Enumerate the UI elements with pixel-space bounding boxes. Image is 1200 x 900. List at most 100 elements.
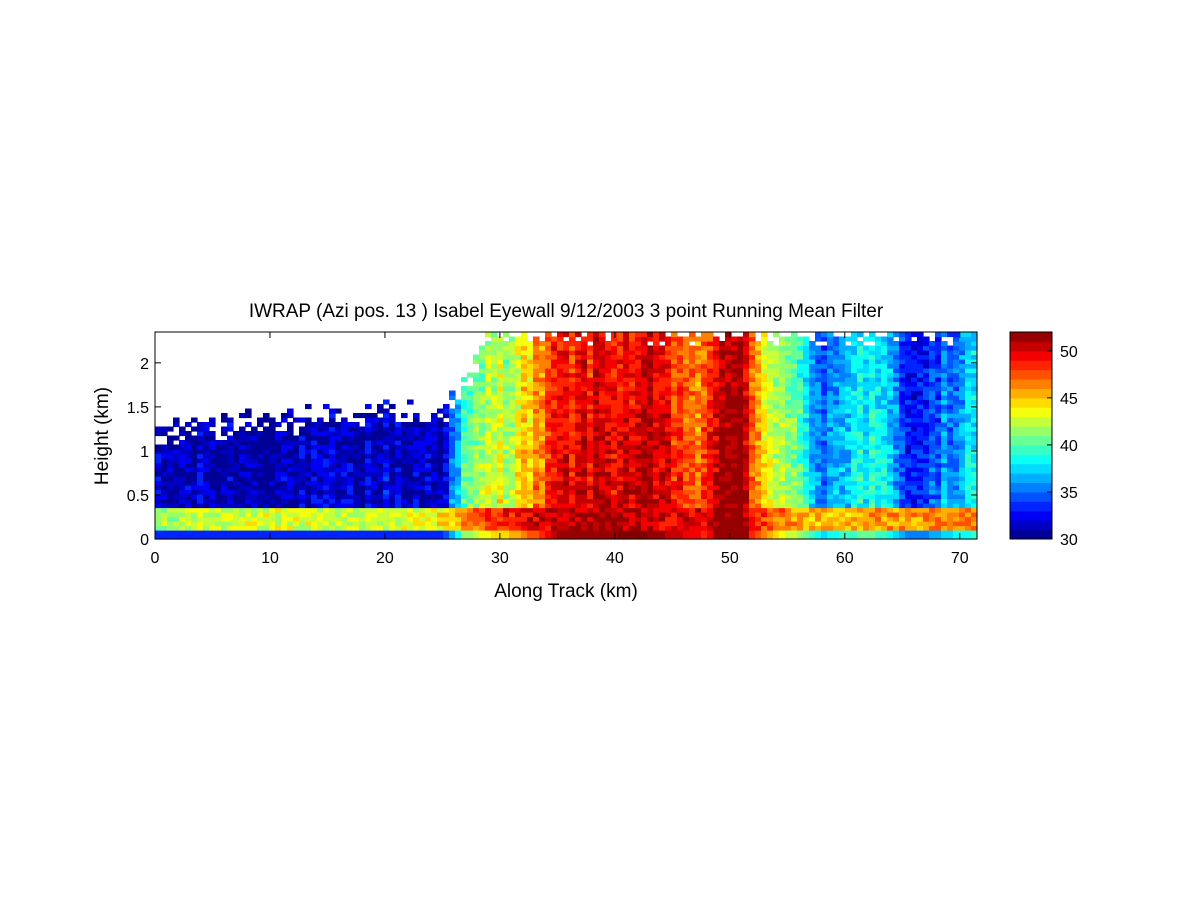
heatmap-cell xyxy=(935,426,942,432)
heatmap-cell xyxy=(647,467,654,473)
heatmap-cell xyxy=(449,485,456,491)
heatmap-cell xyxy=(479,480,486,486)
heatmap-cell xyxy=(815,449,822,455)
heatmap-cell xyxy=(695,422,702,428)
heatmap-cell xyxy=(545,516,552,522)
heatmap-cell xyxy=(155,485,162,491)
heatmap-cell xyxy=(563,534,570,540)
heatmap-cell xyxy=(395,426,402,432)
heatmap-cell xyxy=(545,417,552,423)
heatmap-cell xyxy=(191,435,198,441)
heatmap-cell xyxy=(845,336,852,342)
heatmap-cell xyxy=(557,476,564,482)
heatmap-cell xyxy=(833,399,840,405)
heatmap-cell xyxy=(221,530,228,536)
heatmap-cell xyxy=(875,449,882,455)
heatmap-cell xyxy=(917,332,924,338)
heatmap-cell xyxy=(803,489,810,495)
heatmap-cell xyxy=(365,431,372,437)
heatmap-cell xyxy=(725,395,732,401)
heatmap-cell xyxy=(455,503,462,509)
heatmap-cell xyxy=(833,462,840,468)
heatmap-cell xyxy=(875,426,882,432)
heatmap-cell xyxy=(935,512,942,518)
heatmap-cell xyxy=(809,341,816,347)
heatmap-cell xyxy=(779,363,786,369)
heatmap-cell xyxy=(173,503,180,509)
heatmap-cell xyxy=(575,534,582,540)
heatmap-cell xyxy=(233,485,240,491)
heatmap-cell xyxy=(767,458,774,464)
heatmap-cell xyxy=(851,453,858,459)
heatmap-cell xyxy=(329,417,336,423)
heatmap-cell xyxy=(593,408,600,414)
heatmap-cell xyxy=(851,404,858,410)
heatmap-cell xyxy=(335,494,342,500)
heatmap-cell xyxy=(521,503,528,509)
heatmap-cell xyxy=(197,467,204,473)
heatmap-cell xyxy=(347,507,354,513)
heatmap-cell xyxy=(371,440,378,446)
heatmap-cell xyxy=(869,494,876,500)
heatmap-cell xyxy=(773,345,780,351)
heatmap-cell xyxy=(755,345,762,351)
heatmap-cell xyxy=(899,534,906,540)
heatmap-cell xyxy=(251,453,258,459)
heatmap-cell xyxy=(455,462,462,468)
heatmap-cell xyxy=(461,426,468,432)
heatmap-cell xyxy=(869,498,876,504)
heatmap-cell xyxy=(803,350,810,356)
heatmap-cell xyxy=(353,480,360,486)
heatmap-cell xyxy=(239,530,246,536)
heatmap-cell xyxy=(173,489,180,495)
heatmap-cell xyxy=(485,350,492,356)
heatmap-cell xyxy=(515,485,522,491)
heatmap-cell xyxy=(611,462,618,468)
heatmap-cell xyxy=(725,336,732,342)
heatmap-cell xyxy=(329,516,336,522)
heatmap-cell xyxy=(875,507,882,513)
heatmap-cell xyxy=(551,449,558,455)
heatmap-cell xyxy=(515,440,522,446)
heatmap-cell xyxy=(767,534,774,540)
heatmap-cell xyxy=(587,476,594,482)
heatmap-cell xyxy=(473,426,480,432)
heatmap-cell xyxy=(773,390,780,396)
heatmap-cell xyxy=(545,408,552,414)
heatmap-cell xyxy=(227,417,234,423)
heatmap-cell xyxy=(707,453,714,459)
heatmap-cell xyxy=(683,503,690,509)
heatmap-cell xyxy=(617,516,624,522)
heatmap-cell xyxy=(713,516,720,522)
heatmap-cell xyxy=(479,485,486,491)
heatmap-cell xyxy=(335,408,342,414)
heatmap-cell xyxy=(737,525,744,531)
heatmap-cell xyxy=(299,449,306,455)
heatmap-cell xyxy=(653,350,660,356)
heatmap-cell xyxy=(155,507,162,513)
heatmap-cell xyxy=(269,462,276,468)
heatmap-cell xyxy=(251,512,258,518)
heatmap-cell xyxy=(617,489,624,495)
heatmap-cell xyxy=(689,503,696,509)
heatmap-cell xyxy=(239,435,246,441)
heatmap-cell xyxy=(755,395,762,401)
heatmap-cell xyxy=(575,462,582,468)
heatmap-cell xyxy=(695,354,702,360)
heatmap-cell xyxy=(869,458,876,464)
heatmap-cell xyxy=(437,507,444,513)
heatmap-cell xyxy=(563,417,570,423)
heatmap-cell xyxy=(563,426,570,432)
heatmap-cell xyxy=(593,345,600,351)
heatmap-cell xyxy=(635,359,642,365)
heatmap-cell xyxy=(719,341,726,347)
heatmap-cell xyxy=(419,476,426,482)
heatmap-cell xyxy=(479,417,486,423)
heatmap-cell xyxy=(587,480,594,486)
heatmap-cell xyxy=(695,503,702,509)
heatmap-cell xyxy=(317,503,324,509)
heatmap-cell xyxy=(197,512,204,518)
heatmap-cell xyxy=(155,498,162,504)
heatmap-cell xyxy=(797,534,804,540)
heatmap-cell xyxy=(281,525,288,531)
